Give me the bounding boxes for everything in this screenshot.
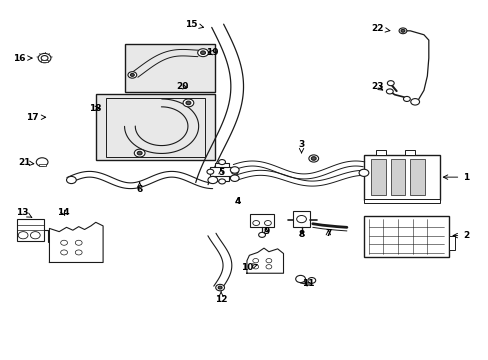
Bar: [363, 155, 439, 200]
Circle shape: [307, 278, 315, 283]
Circle shape: [252, 265, 258, 269]
Circle shape: [215, 284, 224, 291]
Bar: [448, 235, 454, 250]
Circle shape: [183, 99, 193, 107]
Bar: [409, 159, 424, 195]
Circle shape: [252, 258, 258, 263]
Bar: [375, 150, 385, 155]
Circle shape: [410, 99, 419, 105]
Text: 13: 13: [17, 208, 32, 217]
Text: 21: 21: [18, 158, 34, 167]
Circle shape: [398, 28, 406, 34]
Bar: [39, 164, 45, 166]
Bar: [363, 216, 448, 257]
Text: 22: 22: [370, 24, 389, 33]
Bar: [293, 211, 310, 227]
Circle shape: [75, 250, 82, 255]
Text: 6: 6: [136, 182, 142, 194]
Polygon shape: [246, 248, 283, 273]
Circle shape: [252, 221, 259, 226]
Bar: [250, 214, 273, 227]
Circle shape: [230, 175, 239, 181]
Circle shape: [230, 167, 239, 173]
Bar: [363, 199, 439, 203]
Circle shape: [137, 151, 142, 155]
Bar: [210, 167, 233, 176]
Bar: [370, 159, 385, 195]
Bar: [41, 60, 48, 62]
Circle shape: [403, 96, 409, 102]
Text: 16: 16: [13, 54, 32, 63]
Circle shape: [258, 232, 265, 237]
Circle shape: [386, 81, 393, 86]
Text: 23: 23: [370, 82, 383, 91]
Circle shape: [207, 176, 217, 184]
Circle shape: [36, 158, 48, 166]
Circle shape: [218, 179, 225, 184]
Circle shape: [264, 221, 271, 226]
Circle shape: [128, 72, 137, 78]
Circle shape: [311, 157, 316, 160]
Text: 11: 11: [301, 279, 313, 288]
Circle shape: [296, 216, 306, 223]
Text: 12: 12: [214, 292, 227, 303]
Text: 9: 9: [263, 228, 269, 237]
Polygon shape: [49, 222, 103, 262]
Text: 5: 5: [218, 168, 224, 177]
Text: 3: 3: [298, 140, 304, 153]
Bar: [390, 159, 405, 195]
Circle shape: [75, 240, 82, 245]
Circle shape: [30, 231, 40, 239]
Text: 10: 10: [240, 264, 257, 273]
Circle shape: [18, 231, 28, 239]
Circle shape: [61, 240, 67, 245]
Circle shape: [231, 169, 238, 174]
Circle shape: [218, 286, 222, 289]
Circle shape: [130, 73, 134, 76]
Circle shape: [61, 250, 67, 255]
Text: 7: 7: [325, 229, 331, 238]
Text: 4: 4: [235, 197, 241, 206]
Circle shape: [38, 53, 51, 63]
Bar: [17, 219, 43, 241]
Circle shape: [41, 55, 48, 60]
Text: 1: 1: [443, 173, 468, 182]
Circle shape: [265, 265, 271, 269]
Circle shape: [295, 275, 305, 283]
Text: 15: 15: [184, 19, 203, 28]
Text: 17: 17: [26, 113, 45, 122]
Circle shape: [197, 49, 208, 57]
Circle shape: [308, 155, 318, 162]
Circle shape: [185, 101, 190, 105]
Text: 19: 19: [206, 48, 219, 57]
Text: 2: 2: [452, 231, 468, 240]
Bar: [125, 44, 215, 92]
Bar: [96, 94, 215, 160]
Circle shape: [265, 258, 271, 263]
Text: 18: 18: [89, 104, 102, 113]
Circle shape: [206, 169, 213, 174]
Circle shape: [200, 51, 205, 54]
Bar: [405, 150, 414, 155]
Bar: [215, 163, 228, 181]
Text: 8: 8: [298, 230, 305, 239]
Circle shape: [218, 159, 225, 165]
Circle shape: [400, 30, 404, 32]
Text: 14: 14: [57, 208, 69, 217]
Circle shape: [358, 169, 368, 176]
Circle shape: [134, 149, 145, 157]
Circle shape: [66, 176, 76, 184]
Text: 20: 20: [176, 82, 188, 91]
Circle shape: [386, 89, 392, 94]
Bar: [105, 98, 205, 157]
